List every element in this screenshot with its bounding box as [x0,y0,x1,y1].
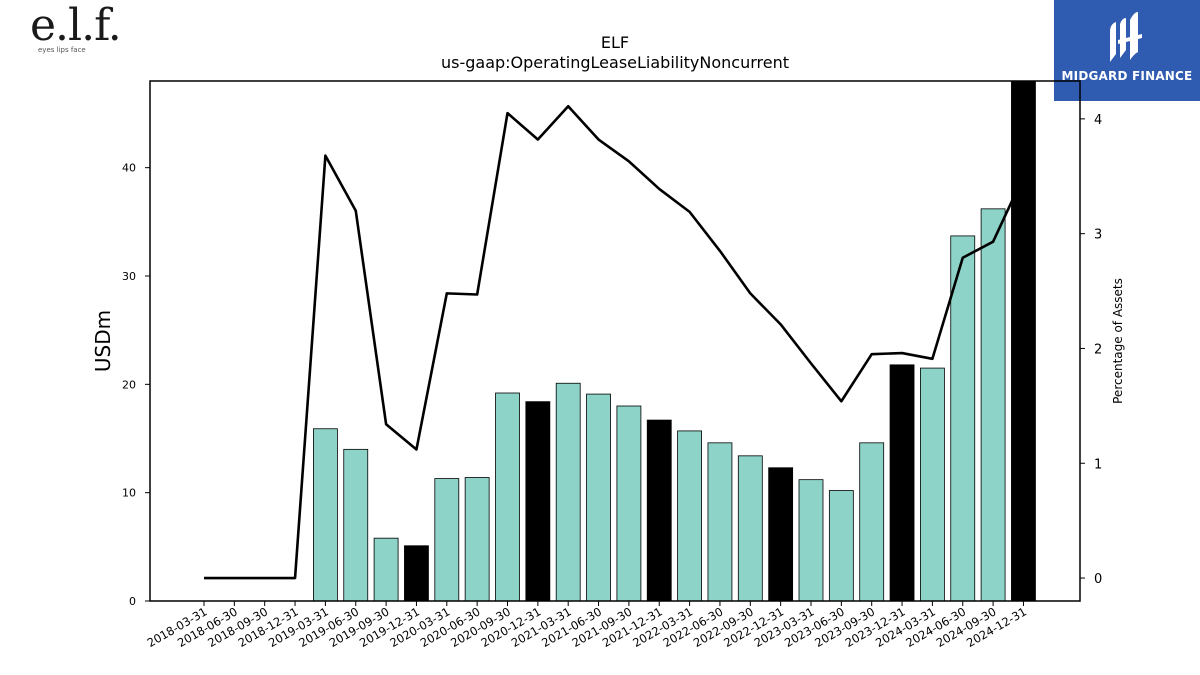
bar [555,382,581,602]
bar [312,428,338,602]
y-tick-label: 30 [122,270,136,283]
bar [586,393,611,602]
y2-tick-label: 0 [1094,572,1102,587]
bar [343,448,369,602]
y-axis-label: USDm [91,310,115,372]
bar [373,537,399,602]
bar [798,479,824,602]
line-series [204,104,1025,580]
chart-subtitle: us-gaap:OperatingLeaseLiabilityNoncurren… [441,53,789,72]
bar [1011,80,1036,602]
midgard-finance-badge: MIDGARD FINANCE [1054,0,1200,101]
midgard-logo-icon [1110,12,1142,62]
bar [404,545,429,602]
y-tick-label: 0 [129,595,136,608]
bar-series [312,80,1036,602]
percentage-line [204,104,1025,580]
y-tick-label: 10 [122,487,136,500]
bar [464,477,490,602]
y-tick-label: 40 [122,162,136,175]
bar [646,419,672,602]
y2-tick-label: 4 [1094,113,1102,128]
bar [980,208,1006,602]
bar [707,442,733,602]
bar [616,405,642,602]
y2-tick-label: 3 [1094,228,1102,243]
y-tick-label: 20 [122,378,136,391]
y2-tick-label: 2 [1094,342,1102,357]
bar [828,490,854,602]
brand-name: MIDGARD FINANCE [1061,69,1193,83]
bar [525,401,551,602]
plot-frame [149,80,1081,602]
y2-tick-label: 1 [1094,457,1102,472]
bar [677,430,702,602]
chart-title: ELF [601,33,629,52]
bar [950,235,976,602]
elf-logo-tagline: eyes lips face [38,46,86,54]
bar [889,364,915,602]
bar [737,455,763,602]
bar [434,478,460,602]
bar [920,367,945,602]
bar [859,442,885,602]
y2-axis-label: Percentage of Assets [1111,278,1125,404]
bar [495,392,520,602]
bar [768,467,794,602]
